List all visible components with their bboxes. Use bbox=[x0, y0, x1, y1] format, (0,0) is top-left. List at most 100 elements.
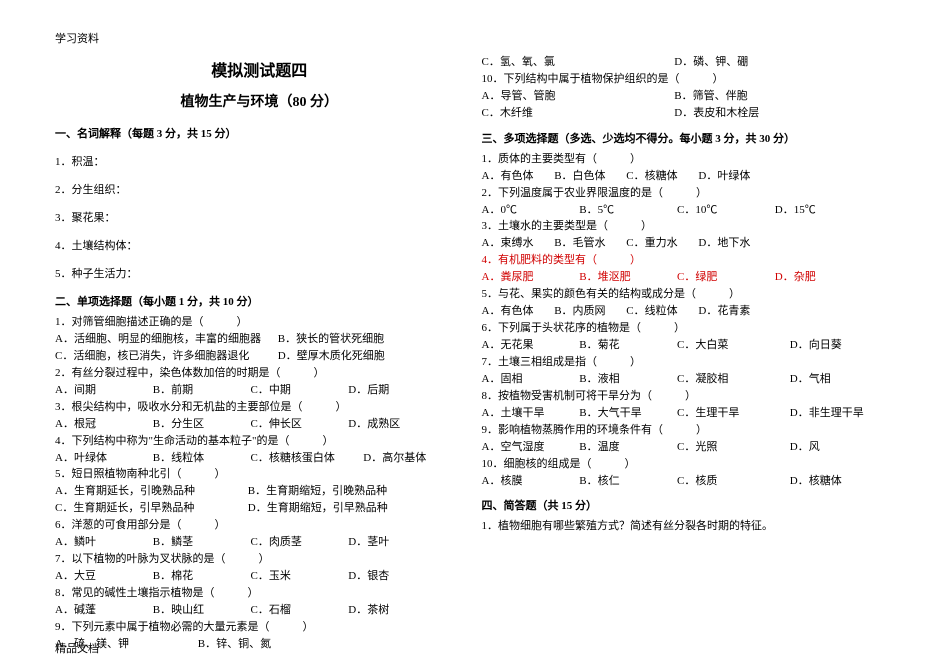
sec2-q7-oA: A．大豆 bbox=[55, 569, 150, 585]
sec3-q6-oD: D．向日葵 bbox=[790, 338, 842, 354]
sec3-q3-oB: B．毛管水 bbox=[554, 236, 605, 252]
sec3-q10-stem: 10．细胞核的组成是（ ） bbox=[482, 457, 891, 473]
sec2-q5-oD: D．生育期缩短，引早熟品种 bbox=[248, 501, 388, 517]
sec3-q8-oA: A．土壤干旱 bbox=[482, 406, 577, 422]
sec2-q1-stem: 1．对筛管细胞描述正确的是（ ） bbox=[55, 315, 464, 331]
sec2-q9-oC: C．氢、氧、氯 bbox=[482, 55, 672, 71]
left-column: 模拟测试题四 植物生产与环境（80 分） 一、名词解释（每题 3 分，共 15 … bbox=[55, 54, 464, 654]
sec3-q9-oA: A．空气湿度 bbox=[482, 440, 577, 456]
sec2-q2-oA: A．间期 bbox=[55, 383, 150, 399]
sec3-q1-oA: A．有色体 bbox=[482, 169, 534, 185]
sec3-q4-oA: A．粪尿肥 bbox=[482, 270, 577, 286]
sec3-q8-stem: 8．按植物受害机制可将干旱分为（ ） bbox=[482, 389, 891, 405]
sec3-q10-opts: A．核膜 B．核仁 C．核质 D．核糖体 bbox=[482, 474, 891, 490]
sec2-q5-oA: A．生育期延长，引晚熟品种 bbox=[55, 484, 245, 500]
sec2-q6-oC: C．肉质茎 bbox=[251, 535, 346, 551]
sec2-q10-oA: A．导管、管胞 bbox=[482, 89, 672, 105]
sec2-q8-stem: 8．常见的碱性土壤指示植物是（ ） bbox=[55, 586, 464, 602]
sec2-q7-oB: B．棉花 bbox=[153, 569, 248, 585]
section1-title: 一、名词解释（每题 3 分，共 15 分） bbox=[55, 127, 464, 143]
sec2-q3-oB: B．分生区 bbox=[153, 417, 248, 433]
sec3-q1-opts: A．有色体 B．白色体 C．核糖体 D．叶绿体 bbox=[482, 169, 891, 185]
sec3-q2-oC: C．10℃ bbox=[677, 203, 772, 219]
sec3-q9-oC: C．光照 bbox=[677, 440, 787, 456]
section3-title: 三、多项选择题（多选、少选均不得分。每小题 3 分，共 30 分） bbox=[482, 132, 891, 148]
sec3-q7-oC: C．凝胶相 bbox=[677, 372, 787, 388]
right-column: C．氢、氧、氯 D．磷、钾、硼 10．下列结构中属于植物保护组织的是（ ） A．… bbox=[482, 54, 891, 654]
sec3-q10-oC: C．核质 bbox=[677, 474, 787, 490]
sec2-q10-stem: 10．下列结构中属于植物保护组织的是（ ） bbox=[482, 72, 891, 88]
sec3-q4-stem: 4．有机肥料的类型有（ ） bbox=[482, 253, 891, 269]
sec1-q4: 4．土壤结构体： bbox=[55, 239, 464, 255]
sec3-q9-oD: D．风 bbox=[790, 440, 820, 456]
sec3-q6-oC: C．大白菜 bbox=[677, 338, 787, 354]
sec3-q3-opts: A．束缚水 B．毛管水 C．重力水 D．地下水 bbox=[482, 236, 891, 252]
sec2-q6-opts: A．鳞叶 B．鳞茎 C．肉质茎 D．茎叶 bbox=[55, 535, 464, 551]
sec2-q1-oC: C．活细胞，核已消失，许多细胞器退化 bbox=[55, 349, 275, 365]
sec2-q7-stem: 7．以下植物的叶脉为叉状脉的是（ ） bbox=[55, 552, 464, 568]
sec3-q5-oB: B．内质网 bbox=[554, 304, 605, 320]
sec3-q6-opts: A．无花果 B．菊花 C．大白菜 D．向日葵 bbox=[482, 338, 891, 354]
sec3-q9-oB: B．温度 bbox=[579, 440, 674, 456]
header-label: 学习资料 bbox=[55, 30, 890, 46]
sec2-q2-oB: B．前期 bbox=[153, 383, 248, 399]
sec2-q6-stem: 6．洋葱的可食用部分是（ ） bbox=[55, 518, 464, 534]
sec3-q8-oD: D．非生理干旱 bbox=[790, 406, 864, 422]
sec3-q8-opts: A．土壤干旱 B．大气干旱 C．生理干旱 D．非生理干旱 bbox=[482, 406, 891, 422]
sec3-q8-oC: C．生理干旱 bbox=[677, 406, 787, 422]
sec2-q5-row1: A．生育期延长，引晚熟品种 B．生育期缩短，引晚熟品种 bbox=[55, 484, 464, 500]
main-title: 模拟测试题四 bbox=[55, 60, 464, 83]
sec3-q2-oA: A．0℃ bbox=[482, 203, 577, 219]
sec3-q6-oB: B．菊花 bbox=[579, 338, 674, 354]
sec2-q3-opts: A．根冠 B．分生区 C．伸长区 D．成熟区 bbox=[55, 417, 464, 433]
sec2-q5-stem: 5．短日照植物南种北引（ ） bbox=[55, 467, 464, 483]
sec3-q1-oC: C．核糖体 bbox=[626, 169, 677, 185]
sec2-q9-stem: 9．下列元素中属于植物必需的大量元素是（ ） bbox=[55, 620, 464, 636]
sec2-q2-stem: 2．有丝分裂过程中，染色体数加倍的时期是（ ） bbox=[55, 366, 464, 382]
sec1-q3: 3．聚花果： bbox=[55, 211, 464, 227]
sec3-q3-stem: 3．土壤水的主要类型是（ ） bbox=[482, 219, 891, 235]
section4-title: 四、简答题（共 15 分） bbox=[482, 499, 891, 515]
sec2-q3-oC: C．伸长区 bbox=[251, 417, 346, 433]
sec3-q6-oA: A．无花果 bbox=[482, 338, 577, 354]
sec2-q5-row2: C．生育期延长，引早熟品种 D．生育期缩短，引早熟品种 bbox=[55, 501, 464, 517]
sec2-q2-oD: D．后期 bbox=[348, 383, 389, 399]
section2-title: 二、单项选择题（每小题 1 分，共 10 分） bbox=[55, 295, 464, 311]
sec3-q2-oB: B．5℃ bbox=[579, 203, 674, 219]
sec3-q4-opts: A．粪尿肥 B．堆沤肥 C．绿肥 D．杂肥 bbox=[482, 270, 891, 286]
sec2-q1-oD: D．壁厚木质化死细胞 bbox=[278, 349, 385, 365]
sec3-q1-stem: 1．质体的主要类型有（ ） bbox=[482, 152, 891, 168]
sec2-q9-row2: C．氢、氧、氯 D．磷、钾、硼 bbox=[482, 55, 891, 71]
sec2-q3-oA: A．根冠 bbox=[55, 417, 150, 433]
sec3-q8-oB: B．大气干旱 bbox=[579, 406, 674, 422]
sec3-q5-oD: D．花青素 bbox=[698, 304, 750, 320]
sec3-q2-opts: A．0℃ B．5℃ C．10℃ D．15℃ bbox=[482, 203, 891, 219]
sec2-q4-stem: 4．下列结构中称为"生命活动的基本粒子"的是（ ） bbox=[55, 434, 464, 450]
sec3-q7-oB: B．液相 bbox=[579, 372, 674, 388]
sec3-q4-oD: D．杂肥 bbox=[775, 270, 816, 286]
sec2-q4-oD: D．高尔基体 bbox=[363, 451, 426, 467]
sec2-q10-row1: A．导管、管胞 B．筛管、伴胞 bbox=[482, 89, 891, 105]
sec2-q4-oA: A．叶绿体 bbox=[55, 451, 150, 467]
sec3-q3-oC: C．重力水 bbox=[626, 236, 677, 252]
sec2-q8-oD: D．茶树 bbox=[348, 603, 389, 619]
sec3-q7-opts: A．固相 B．液相 C．凝胶相 D．气相 bbox=[482, 372, 891, 388]
sec3-q2-stem: 2．下列温度属于农业界限温度的是（ ） bbox=[482, 186, 891, 202]
sec1-q2: 2．分生组织： bbox=[55, 183, 464, 199]
sec1-q5: 5．种子生活力： bbox=[55, 267, 464, 283]
sec2-q4-oB: B．线粒体 bbox=[153, 451, 248, 467]
sec3-q3-oA: A．束缚水 bbox=[482, 236, 534, 252]
sec3-q10-oA: A．核膜 bbox=[482, 474, 577, 490]
sec2-q4-oC: C．核糖核蛋白体 bbox=[251, 451, 361, 467]
sec2-q7-opts: A．大豆 B．棉花 C．玉米 D．银杏 bbox=[55, 569, 464, 585]
sec2-q10-oD: D．表皮和木栓层 bbox=[674, 106, 759, 122]
sec1-q1: 1．积温： bbox=[55, 155, 464, 171]
sec2-q6-oB: B．鳞茎 bbox=[153, 535, 248, 551]
sec3-q1-oD: D．叶绿体 bbox=[698, 169, 750, 185]
sec2-q2-opts: A．间期 B．前期 C．中期 D．后期 bbox=[55, 383, 464, 399]
content-columns: 模拟测试题四 植物生产与环境（80 分） 一、名词解释（每题 3 分，共 15 … bbox=[55, 54, 890, 654]
sec3-q3-oD: D．地下水 bbox=[698, 236, 750, 252]
sec2-q3-stem: 3．根尖结构中，吸收水分和无机盐的主要部位是（ ） bbox=[55, 400, 464, 416]
sec2-q10-row2: C．木纤维 D．表皮和木栓层 bbox=[482, 106, 891, 122]
sec3-q7-oD: D．气相 bbox=[790, 372, 831, 388]
